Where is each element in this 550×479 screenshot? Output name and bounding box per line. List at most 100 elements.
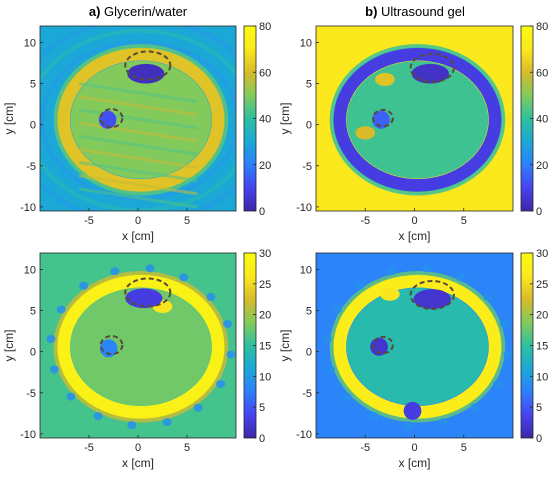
colorbar-tick-label: 5 [536, 402, 542, 414]
heatmap-panel-bottom-left: -5 0 5 10 5 0 -5 -10 x [cm] y [cm] 30 25 20 15 10 5 0 [2, 248, 271, 470]
high-value-spot [380, 287, 400, 301]
x-tick-label: -5 [84, 215, 94, 227]
low-value-inclusion [99, 339, 118, 358]
panel-a-title: a) Glycerin/water [89, 4, 188, 19]
colorbar-tick-label: 0 [259, 433, 265, 445]
phantom-ring-outer-edge [53, 270, 229, 423]
y-tick-label: -5 [26, 388, 36, 400]
y-tick-label: 5 [30, 79, 36, 91]
inclusion-outline-marker [124, 277, 172, 308]
ring-bead [79, 281, 89, 290]
ring-bead [439, 418, 449, 427]
colorbar-tick-label: 40 [536, 114, 548, 126]
ring-bead [492, 379, 502, 388]
x-tick-label: 5 [184, 215, 190, 227]
colorbar-tick-label: 20 [536, 160, 548, 172]
ring-bead [162, 418, 172, 427]
y-tick-label: -5 [302, 161, 312, 173]
inclusion-outline-marker [99, 335, 124, 356]
inclusion-outline-marker [124, 50, 172, 81]
ring-bead [127, 421, 137, 430]
colorbar-tick-label: 60 [259, 67, 271, 79]
y-tick-label: 0 [306, 120, 312, 132]
colorbar-tick-label: 25 [536, 279, 548, 291]
low-value-inclusion [413, 289, 451, 309]
ring-bead [503, 350, 513, 359]
colorbar-tick-label: 20 [259, 310, 271, 322]
ring-bead [110, 267, 120, 276]
colorbar-tick-label: 5 [259, 402, 265, 414]
colorbar-tick-label: 0 [536, 206, 542, 218]
colorbar-tick-label: 0 [536, 433, 542, 445]
x-axis-label: x [cm] [399, 456, 431, 470]
phantom-ring-outer-edge [329, 43, 506, 196]
y-axis-label: y [cm] [2, 330, 16, 362]
interior-streak [78, 95, 198, 117]
colorbar-tick-label: 80 [536, 21, 548, 33]
low-value-inclusion [127, 63, 165, 84]
x-tick-label: 5 [184, 442, 190, 454]
phantom-ring-outer-edge [329, 270, 506, 423]
y-tick-label: 5 [30, 306, 36, 318]
phantom-ring-outer-edge [53, 43, 229, 196]
phantom-interior [346, 60, 489, 179]
interior-streak [78, 147, 198, 169]
low-value-inclusion [403, 401, 422, 420]
interior-streak [78, 187, 198, 209]
y-tick-label: 0 [30, 347, 36, 359]
x-tick-label: 0 [135, 215, 141, 227]
inclusion-outline-marker [409, 52, 455, 83]
high-value-spot [375, 72, 395, 87]
interior-streak [78, 82, 198, 104]
interior-streak [78, 134, 198, 156]
inclusion-outline-marker [372, 108, 394, 128]
heatmap-panel-bottom-right: -5 0 5 10 5 0 -5 -10 x [cm] y [cm] 30 25 20 15 10 5 0 [278, 248, 548, 470]
ring-bead [332, 305, 342, 314]
y-tick-label: 10 [24, 37, 36, 49]
inclusion-outline-marker [99, 108, 124, 129]
y-axis-label: y [cm] [278, 330, 292, 362]
ring-bead [206, 292, 216, 301]
high-value-spot [355, 126, 376, 140]
y-tick-label: -10 [20, 202, 36, 214]
heatmap-image [40, 26, 236, 211]
ring-bead [499, 320, 509, 329]
x-tick-label: 5 [461, 442, 467, 454]
colorbar-tick-label: 20 [536, 310, 548, 322]
y-tick-label: 10 [300, 264, 312, 276]
y-axis-label: y [cm] [278, 103, 292, 135]
colorbar-tick-label: 0 [259, 206, 265, 218]
ring-bead [470, 403, 480, 412]
heatmap-panel-top-right: -5 0 5 10 5 0 -5 -10 x [cm] y [cm] 80 60 40 20 0 [278, 21, 548, 243]
colorbar-tick-label: 30 [259, 248, 271, 260]
heatmap-image [316, 253, 513, 438]
low-value-inclusion [370, 337, 388, 356]
x-axis-label: x [cm] [122, 229, 154, 243]
y-tick-label: 10 [24, 264, 36, 276]
colorbar-tick-label: 25 [259, 279, 271, 291]
ring-bead [386, 267, 396, 276]
y-tick-label: -10 [296, 202, 312, 214]
heatmap-image [40, 253, 236, 438]
x-tick-label: 0 [411, 215, 417, 227]
y-tick-label: -10 [296, 429, 312, 441]
phantom-interior [70, 287, 212, 406]
low-value-inclusion [411, 63, 449, 84]
y-tick-label: -10 [20, 429, 36, 441]
x-axis-label: x [cm] [122, 456, 154, 470]
y-tick-label: 0 [30, 120, 36, 132]
ring-bead [326, 365, 336, 374]
colorbar-tick-label: 60 [536, 67, 548, 79]
ring-bead [49, 365, 59, 374]
inclusion-outline-marker [409, 279, 455, 310]
ring-bead [56, 305, 66, 314]
ring-bead [455, 273, 465, 282]
x-tick-label: 0 [411, 442, 417, 454]
y-tick-label: 0 [306, 347, 312, 359]
ring-bead [322, 334, 332, 343]
ring-bead [46, 334, 56, 343]
heatmap-panel-top-left: -5 0 5 10 5 0 -5 -10 x [cm] y [cm] 80 60 40 20 0 [2, 21, 271, 243]
interior-streak [78, 108, 198, 130]
inclusion-outline-marker [372, 335, 394, 355]
